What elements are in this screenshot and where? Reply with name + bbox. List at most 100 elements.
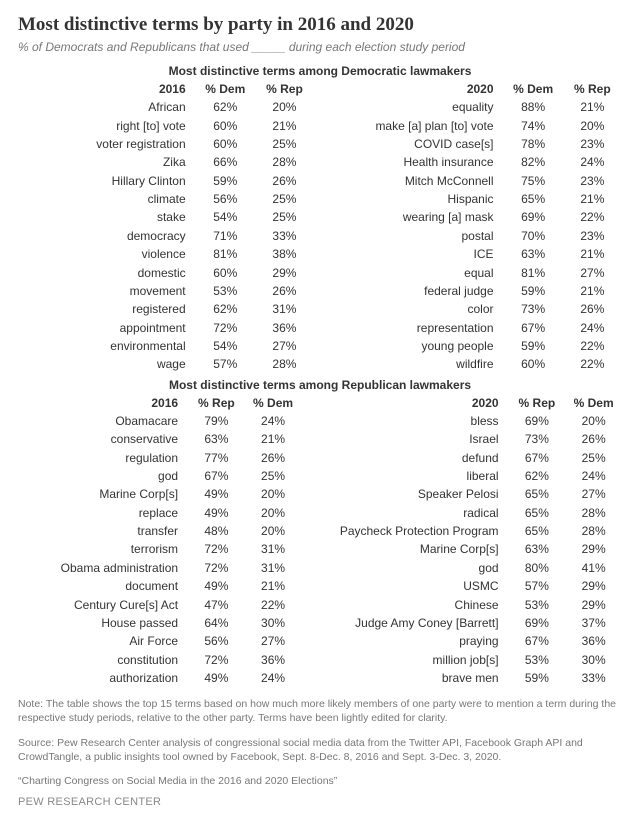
- col-pct-dem: % Dem: [196, 80, 255, 98]
- pct-cell: 67%: [509, 632, 566, 650]
- pct-cell: 25%: [255, 208, 314, 226]
- term-cell: regulation: [18, 448, 188, 466]
- pct-cell: 75%: [504, 172, 563, 190]
- pct-cell: 38%: [255, 245, 314, 263]
- term-cell: ICE: [326, 245, 504, 263]
- col-pct-dem: % Dem: [565, 394, 622, 412]
- rep-section-header: Most distinctive terms among Republican …: [18, 378, 622, 392]
- pct-cell: 24%: [245, 412, 302, 430]
- term-cell: climate: [18, 190, 196, 208]
- pct-cell: 26%: [563, 300, 622, 318]
- table-row: environmental54%27%young people59%22%: [18, 337, 622, 355]
- term-cell: color: [326, 300, 504, 318]
- pct-cell: 21%: [255, 116, 314, 134]
- rep-table: 2016 % Rep % Dem 2020 % Rep % Dem Obamac…: [18, 394, 622, 688]
- term-cell: House passed: [18, 614, 188, 632]
- pct-cell: 59%: [509, 669, 566, 687]
- term-cell: authorization: [18, 669, 188, 687]
- term-cell: equal: [326, 263, 504, 281]
- table-row: Marine Corp[s]49%20%Speaker Pelosi65%27%: [18, 485, 622, 503]
- pct-cell: 49%: [188, 485, 245, 503]
- table-row: replace49%20%radical65%28%: [18, 504, 622, 522]
- term-cell: young people: [326, 337, 504, 355]
- term-cell: brave men: [313, 669, 509, 687]
- pct-cell: 20%: [245, 504, 302, 522]
- pct-cell: 27%: [255, 337, 314, 355]
- pct-cell: 21%: [563, 245, 622, 263]
- term-cell: Israel: [313, 430, 509, 448]
- pct-cell: 72%: [188, 651, 245, 669]
- term-cell: constitution: [18, 651, 188, 669]
- pct-cell: 26%: [255, 172, 314, 190]
- pct-cell: 20%: [245, 485, 302, 503]
- pct-cell: 65%: [509, 522, 566, 540]
- term-cell: wildfire: [326, 355, 504, 373]
- pct-cell: 25%: [565, 448, 622, 466]
- page-title: Most distinctive terms by party in 2016 …: [18, 14, 622, 36]
- term-cell: Paycheck Protection Program: [313, 522, 509, 540]
- pct-cell: 27%: [565, 485, 622, 503]
- pct-cell: 72%: [188, 540, 245, 558]
- col-2020: 2020: [313, 394, 509, 412]
- pct-cell: 36%: [255, 319, 314, 337]
- pct-cell: 23%: [563, 227, 622, 245]
- pct-cell: 21%: [245, 577, 302, 595]
- col-pct-rep: % Rep: [509, 394, 566, 412]
- pct-cell: 57%: [196, 355, 255, 373]
- pct-cell: 36%: [245, 651, 302, 669]
- pct-cell: 30%: [565, 651, 622, 669]
- pct-cell: 69%: [504, 208, 563, 226]
- term-cell: Judge Amy Coney [Barrett]: [313, 614, 509, 632]
- pct-cell: 28%: [565, 504, 622, 522]
- pct-cell: 56%: [196, 190, 255, 208]
- pct-cell: 20%: [563, 116, 622, 134]
- pct-cell: 24%: [563, 153, 622, 171]
- term-cell: Hillary Clinton: [18, 172, 196, 190]
- dem-table: 2016 % Dem % Rep 2020 % Dem % Rep Africa…: [18, 80, 622, 374]
- pct-cell: 49%: [188, 504, 245, 522]
- pct-cell: 20%: [245, 522, 302, 540]
- term-cell: defund: [313, 448, 509, 466]
- table-row: terrorism72%31%Marine Corp[s]63%29%: [18, 540, 622, 558]
- table-row: domestic60%29%equal81%27%: [18, 263, 622, 281]
- pct-cell: 29%: [565, 540, 622, 558]
- term-cell: Obamacare: [18, 412, 188, 430]
- pct-cell: 73%: [504, 300, 563, 318]
- pct-cell: 78%: [504, 135, 563, 153]
- pct-cell: 21%: [563, 282, 622, 300]
- table-row: registered62%31%color73%26%: [18, 300, 622, 318]
- pct-cell: 66%: [196, 153, 255, 171]
- pct-cell: 25%: [245, 467, 302, 485]
- pct-cell: 33%: [565, 669, 622, 687]
- col-2016: 2016: [18, 394, 188, 412]
- term-cell: Marine Corp[s]: [18, 485, 188, 503]
- table-row: right [to] vote60%21%make [a] plan [to] …: [18, 116, 622, 134]
- term-cell: environmental: [18, 337, 196, 355]
- pct-cell: 62%: [509, 467, 566, 485]
- pct-cell: 41%: [565, 559, 622, 577]
- pct-cell: 49%: [188, 669, 245, 687]
- table-row: appointment72%36%representation67%24%: [18, 319, 622, 337]
- term-cell: liberal: [313, 467, 509, 485]
- pct-cell: 27%: [563, 263, 622, 281]
- table-row: Obamacare79%24%bless69%20%: [18, 412, 622, 430]
- table-row: voter registration60%25%COVID case[s]78%…: [18, 135, 622, 153]
- pct-cell: 72%: [196, 319, 255, 337]
- pct-cell: 53%: [509, 595, 566, 613]
- term-cell: right [to] vote: [18, 116, 196, 134]
- table-row: authorization49%24%brave men59%33%: [18, 669, 622, 687]
- pct-cell: 36%: [565, 632, 622, 650]
- term-cell: god: [18, 467, 188, 485]
- pct-cell: 74%: [504, 116, 563, 134]
- term-cell: Mitch McConnell: [326, 172, 504, 190]
- report-title: “Charting Congress on Social Media in th…: [18, 774, 622, 788]
- term-cell: democracy: [18, 227, 196, 245]
- table-header-row: 2016 % Rep % Dem 2020 % Rep % Dem: [18, 394, 622, 412]
- pct-cell: 20%: [255, 98, 314, 116]
- term-cell: Century Cure[s] Act: [18, 595, 188, 613]
- pct-cell: 27%: [245, 632, 302, 650]
- term-cell: domestic: [18, 263, 196, 281]
- table-row: conservative63%21%Israel73%26%: [18, 430, 622, 448]
- pct-cell: 70%: [504, 227, 563, 245]
- pct-cell: 59%: [504, 337, 563, 355]
